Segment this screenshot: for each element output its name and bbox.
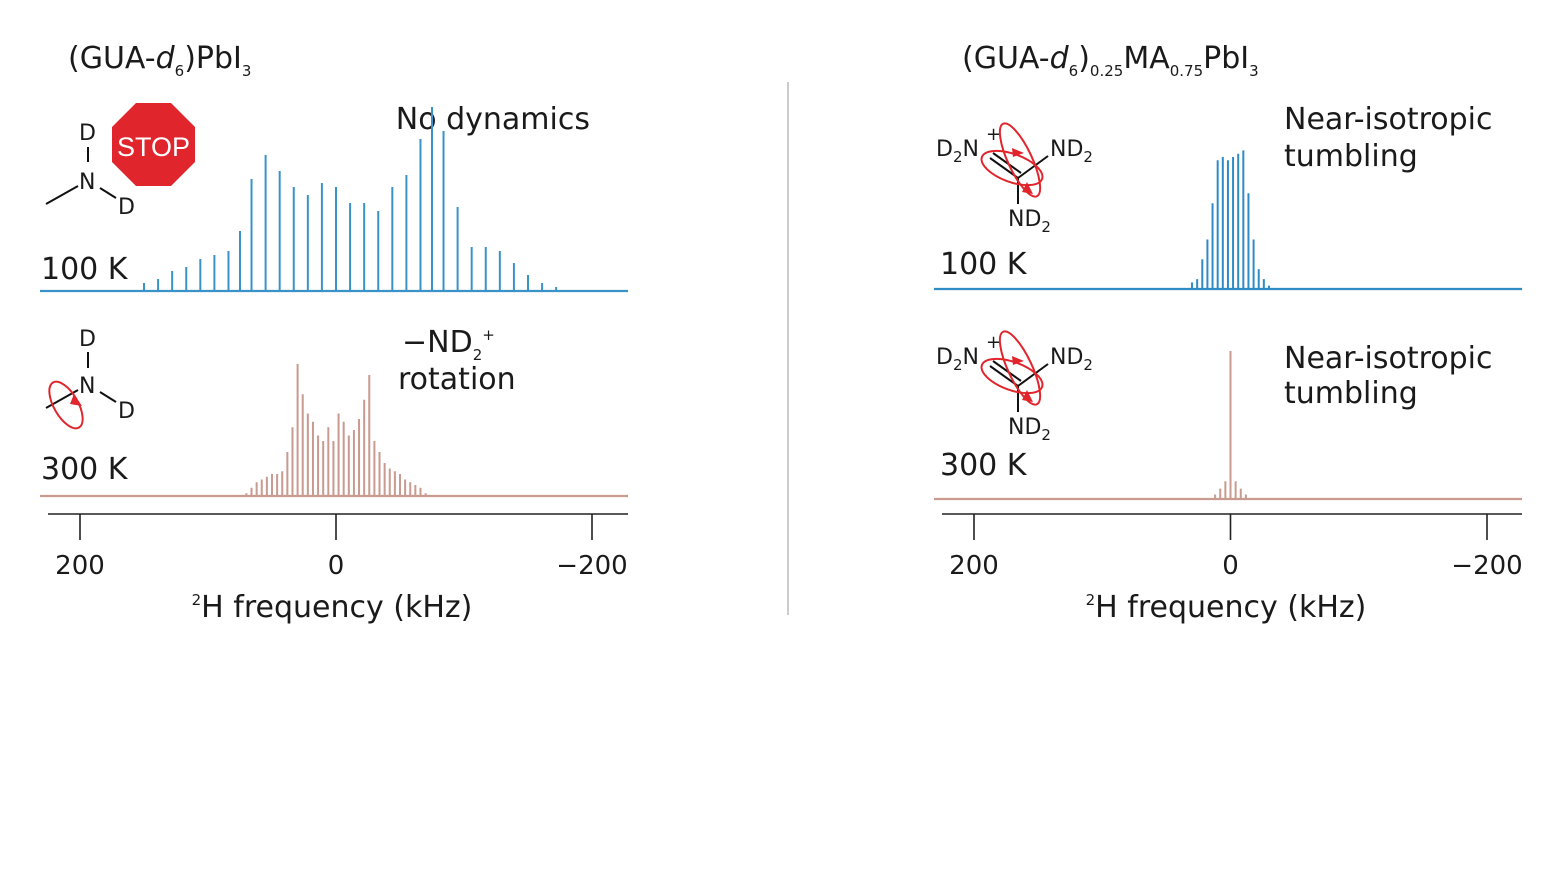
atom-d-top: D [79,121,96,146]
series-label-right-300k: 300 K [940,448,1028,483]
atom-d-right-2: D [118,399,135,424]
right-x-axis: 200 0 −200 [942,513,1523,581]
right-panel: (GUA-d6)0.25MA0.75PbI3 D2N + ND2 ND2 D2N… [934,41,1523,625]
right-x-axis-label: 2H frequency (kHz) [1086,590,1367,625]
annotation-left-100k: No dynamics [396,102,590,137]
svg-text:D2N: D2N [936,345,979,374]
x-tick-label: 200 [55,551,105,581]
right-molecule-100k: D2N + ND2 ND2 [936,122,1093,236]
svg-text:ND2: ND2 [1008,207,1051,236]
left-x-axis-label: 2H frequency (kHz) [192,590,473,625]
svg-text:STOP: STOP [117,132,190,162]
left-x-axis: 200 0 −200 [48,513,628,581]
x-tick-label: 200 [949,551,999,581]
series-label-left-300k: 300 K [41,452,129,487]
svg-text:+: + [986,124,1001,145]
svg-text:ND2: ND2 [1008,415,1051,444]
svg-text:D2N: D2N [936,137,979,166]
right-molecule-300k: D2N + ND2 ND2 [936,330,1093,444]
x-tick-label: −200 [556,551,627,581]
annotation-left-300k-line2: rotation [398,362,516,397]
left-molecule-static: D N D [45,121,135,220]
atom-d-right: D [118,195,135,220]
atom-n: N [79,170,95,195]
svg-text:+: + [986,332,1001,353]
annotation-right-300k: Near-isotropic [1284,341,1493,376]
right-panel-title: (GUA-d6)0.25MA0.75PbI3 [962,41,1259,80]
atom-n-2: N [79,374,95,399]
series-label-right-100k: 100 K [940,247,1028,282]
svg-text:ND2: ND2 [1050,345,1093,374]
annotation-left-300k: −ND2+ [402,325,495,364]
series-label-left-100k: 100 K [41,252,129,287]
svg-text:ND2: ND2 [1050,137,1093,166]
left-spectra [40,107,628,498]
x-tick-label: 0 [1222,551,1239,581]
left-molecule-rotating: D N D [45,327,135,430]
x-tick-label: 0 [328,551,345,581]
x-tick-label: −200 [1451,551,1522,581]
annotation-right-300k-line2: tumbling [1284,376,1418,411]
annotation-right-100k: Near-isotropic [1284,102,1493,137]
left-panel: (GUA-d6)PbI3 D N D STOP D N D No dynamic… [40,41,628,625]
annotation-right-100k-line2: tumbling [1284,139,1418,174]
right-spectra [934,150,1522,501]
atom-d-top-2: D [79,327,96,352]
stop-sign-icon: STOP [112,103,195,186]
left-panel-title: (GUA-d6)PbI3 [68,41,251,80]
